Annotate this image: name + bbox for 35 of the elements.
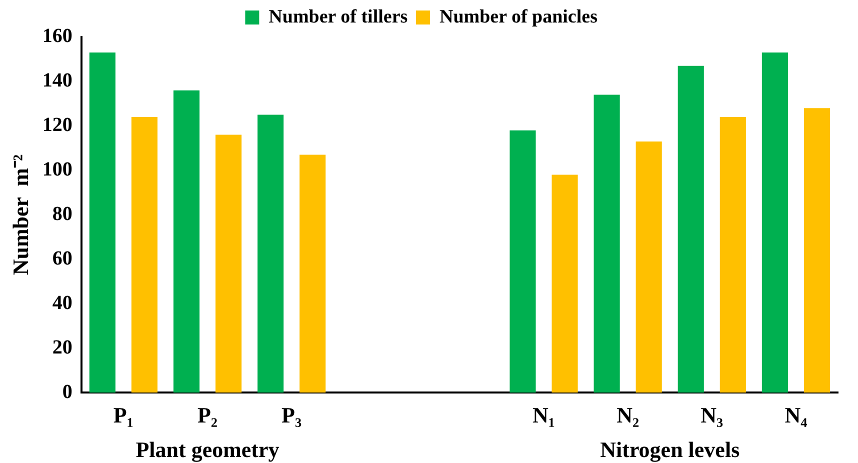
x-tick-label: N₃: [700, 402, 724, 428]
y-tick-label: 140: [42, 70, 72, 92]
x-tick-label: P₃: [282, 402, 302, 428]
x-tick-label: P₁: [113, 402, 134, 428]
x-tick-label: N₄: [784, 402, 808, 428]
legend-label: Number of panicles: [439, 6, 598, 28]
bar: [636, 141, 662, 393]
bar: [762, 52, 788, 393]
x-tick-label: N₁: [532, 402, 556, 428]
bar: [804, 108, 830, 393]
y-tick-label: 160: [42, 25, 72, 48]
y-tick-label: 20: [52, 336, 72, 358]
bar: [300, 154, 326, 393]
y-tick-label: 60: [52, 247, 72, 270]
y-tick-label: 120: [42, 114, 72, 136]
y-tick-label: 100: [42, 158, 72, 181]
bar: [89, 52, 116, 393]
x-tick-label: P₂: [197, 402, 218, 428]
text: Nitrogen levels: [600, 437, 740, 462]
y-tick-label: 40: [52, 292, 72, 314]
y-tick-label: 80: [52, 202, 72, 225]
legend-label: Number of tillers: [268, 6, 408, 28]
y-tick-label: 0: [62, 380, 72, 403]
bar: [594, 94, 620, 393]
bar: [173, 90, 200, 393]
y-axis-title: Number m⁻²: [8, 154, 33, 276]
bar: [678, 66, 704, 393]
x-tick-label: N₂: [616, 402, 640, 428]
bar: [131, 117, 158, 393]
bar: [552, 174, 578, 393]
bar: [258, 114, 284, 393]
bar: [510, 130, 536, 393]
bar: [720, 117, 746, 393]
text: Plant geometry: [136, 437, 280, 462]
bar: [215, 134, 242, 393]
